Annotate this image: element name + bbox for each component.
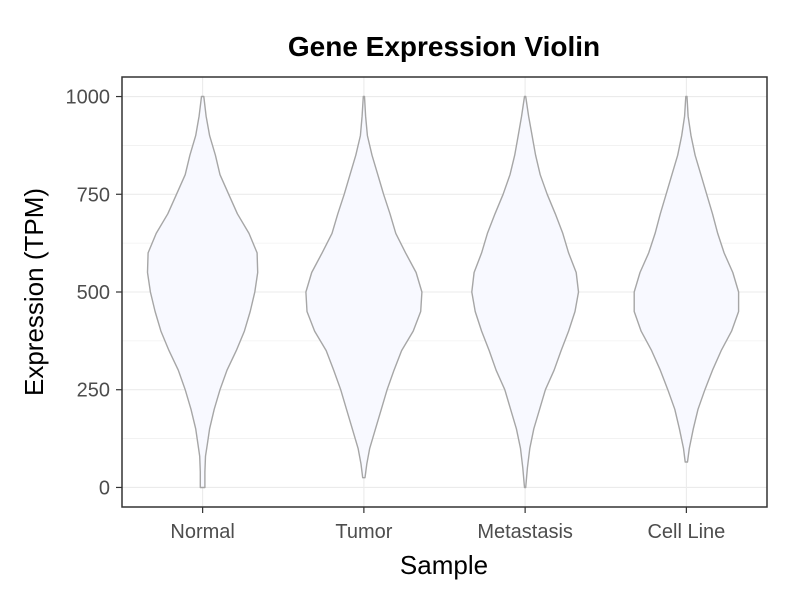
violin-tumor (305, 95, 423, 479)
x-tick-label: Normal (170, 521, 234, 543)
violin-normal (146, 95, 259, 489)
x-axis: Normal Tumor Metastasis Cell Line (170, 507, 725, 543)
violin-metastasis (471, 95, 580, 489)
x-tick-label: Metastasis (477, 521, 573, 543)
y-tick-label: 250 (77, 380, 110, 402)
violins (146, 95, 740, 489)
violin-cell-line (633, 95, 740, 463)
y-tick-label: 1000 (66, 87, 111, 109)
y-tick-label: 750 (77, 184, 110, 206)
y-axis-title: Expression (TPM) (19, 188, 49, 396)
y-tick-label: 500 (77, 282, 110, 304)
y-tick-label: 0 (99, 477, 110, 499)
x-axis-title: Sample (400, 550, 488, 580)
chart-title: Gene Expression Violin (288, 31, 600, 62)
x-tick-label: Tumor (335, 521, 392, 543)
y-axis: 0 250 500 750 1000 (66, 87, 122, 499)
x-tick-label: Cell Line (647, 521, 725, 543)
